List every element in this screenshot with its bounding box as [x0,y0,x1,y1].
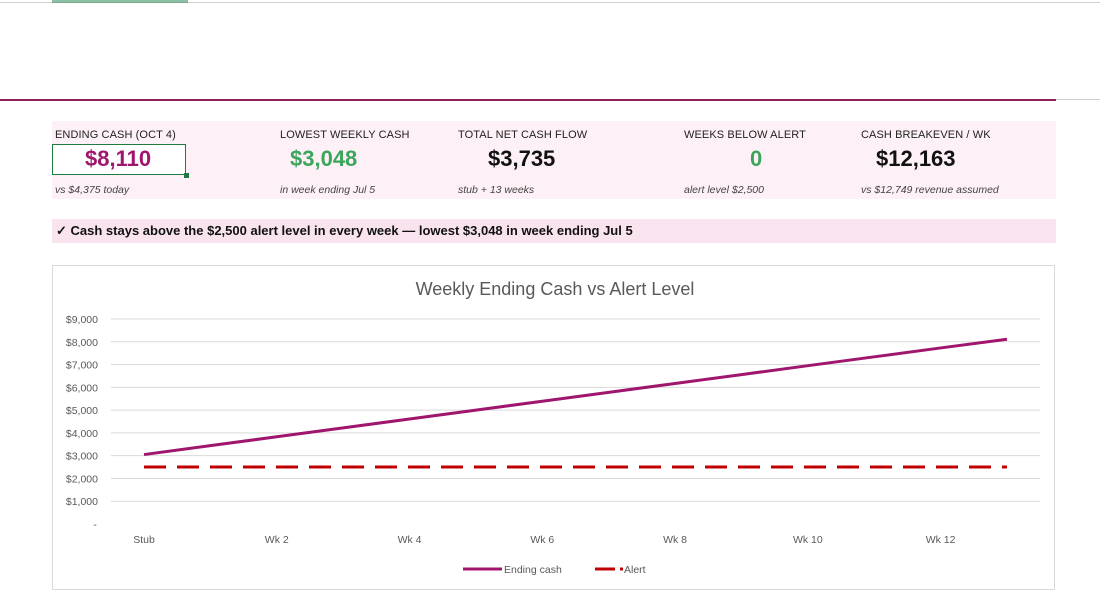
sheet-top-border [0,2,1100,3]
y-tick-label: $6,000 [66,382,98,394]
y-tick-label: $5,000 [66,405,98,417]
legend: Ending cash Alert [463,564,646,576]
chart-canvas: Weekly Ending Cash vs Alert Level - $1,00… [66,279,1040,576]
status-text: Cash stays above the $2,500 alert level … [70,223,633,238]
kpi-weeks-below-alert: WEEKS BELOW ALERT 0 alert level $2,500 [684,121,844,199]
x-tick-label: Wk 8 [663,534,687,546]
status-banner: ✓ Cash stays above the $2,500 alert leve… [52,219,1056,243]
selected-cell[interactable] [52,144,189,178]
x-axis-ticks: Stub Wk 2 Wk 4 Wk 6 Wk 8 Wk 10 Wk 12 [133,534,955,546]
x-tick-label: Wk 4 [398,534,422,546]
kpi-cash-breakeven: CASH BREAKEVEN / WK $12,163 vs $12,749 r… [861,121,1051,199]
y-tick-label: $4,000 [66,428,98,440]
selected-column-indicator [52,0,188,3]
y-tick-label: $9,000 [66,314,98,326]
legend-label-alert: Alert [624,564,646,576]
x-tick-label: Wk 2 [265,534,289,546]
kpi-value: $12,163 [876,146,956,171]
kpi-subtext: vs $12,749 revenue assumed [861,184,999,196]
kpi-label: TOTAL NET CASH FLOW [458,129,588,141]
cash-chart[interactable]: Weekly Ending Cash vs Alert Level - $1,00… [52,265,1055,590]
header-accent-rule [0,99,1056,101]
kpi-ending-cash[interactable]: ENDING CASH (OCT 4) $8,110 vs $4,375 tod… [52,121,255,199]
kpi-label: WEEKS BELOW ALERT [684,129,806,141]
y-tick-label: $8,000 [66,337,98,349]
chart-title: Weekly Ending Cash vs Alert Level [416,279,695,299]
kpi-label: ENDING CASH (OCT 4) [55,129,176,141]
y-tick-label: - [93,519,97,531]
kpi-subtext: vs $4,375 today [55,184,130,196]
header-rule-tail [1056,99,1100,100]
gridlines [111,318,1040,502]
kpi-value: 0 [750,146,763,171]
kpi-value: $8,110 [85,146,152,171]
legend-label-ending-cash: Ending cash [504,564,562,576]
x-tick-label: Stub [133,534,155,546]
y-tick-label: $3,000 [66,451,98,463]
y-tick-label: $7,000 [66,360,98,372]
kpi-value: $3,735 [488,146,556,171]
x-tick-label: Wk 12 [926,534,956,546]
y-tick-label: $2,000 [66,473,98,485]
x-tick-label: Wk 6 [530,534,554,546]
fill-handle[interactable] [184,173,189,178]
kpi-subtext: stub + 13 weeks [458,184,535,196]
check-icon: ✓ [56,223,67,238]
kpi-subtext: in week ending Jul 5 [280,184,376,196]
y-axis-ticks: - $1,000 $2,000 $3,000 $4,000 $5,000 $6,000 $7,… [66,314,98,531]
kpi-label: CASH BREAKEVEN / WK [861,129,991,141]
kpi-total-net-cash-flow: TOTAL NET CASH FLOW $3,735 stub + 13 wee… [458,121,618,199]
kpi-lowest-weekly-cash: LOWEST WEEKLY CASH $3,048 in week ending… [280,121,440,199]
kpi-label: LOWEST WEEKLY CASH [280,129,410,141]
kpi-subtext: alert level $2,500 [684,184,764,196]
ending-cash-line [143,337,1008,457]
x-tick-label: Wk 10 [793,534,823,546]
series-lines [143,337,1008,469]
kpi-strip: ENDING CASH (OCT 4) $8,110 vs $4,375 tod… [52,121,1056,199]
kpi-value: $3,048 [290,146,358,171]
y-tick-label: $1,000 [66,496,98,508]
